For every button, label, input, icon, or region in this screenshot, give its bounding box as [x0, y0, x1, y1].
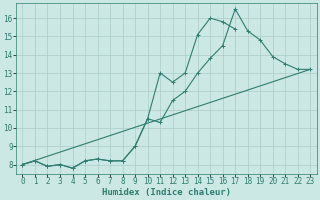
X-axis label: Humidex (Indice chaleur): Humidex (Indice chaleur) — [102, 188, 231, 197]
